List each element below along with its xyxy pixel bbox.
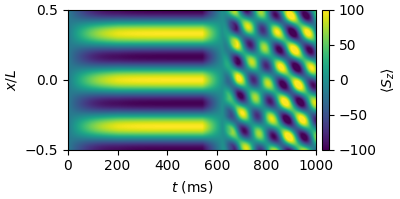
Y-axis label: $x/L$: $x/L$: [4, 68, 19, 91]
Y-axis label: $\langle S_z \rangle$: $\langle S_z \rangle$: [380, 67, 397, 93]
X-axis label: $t$ (ms): $t$ (ms): [171, 179, 213, 195]
